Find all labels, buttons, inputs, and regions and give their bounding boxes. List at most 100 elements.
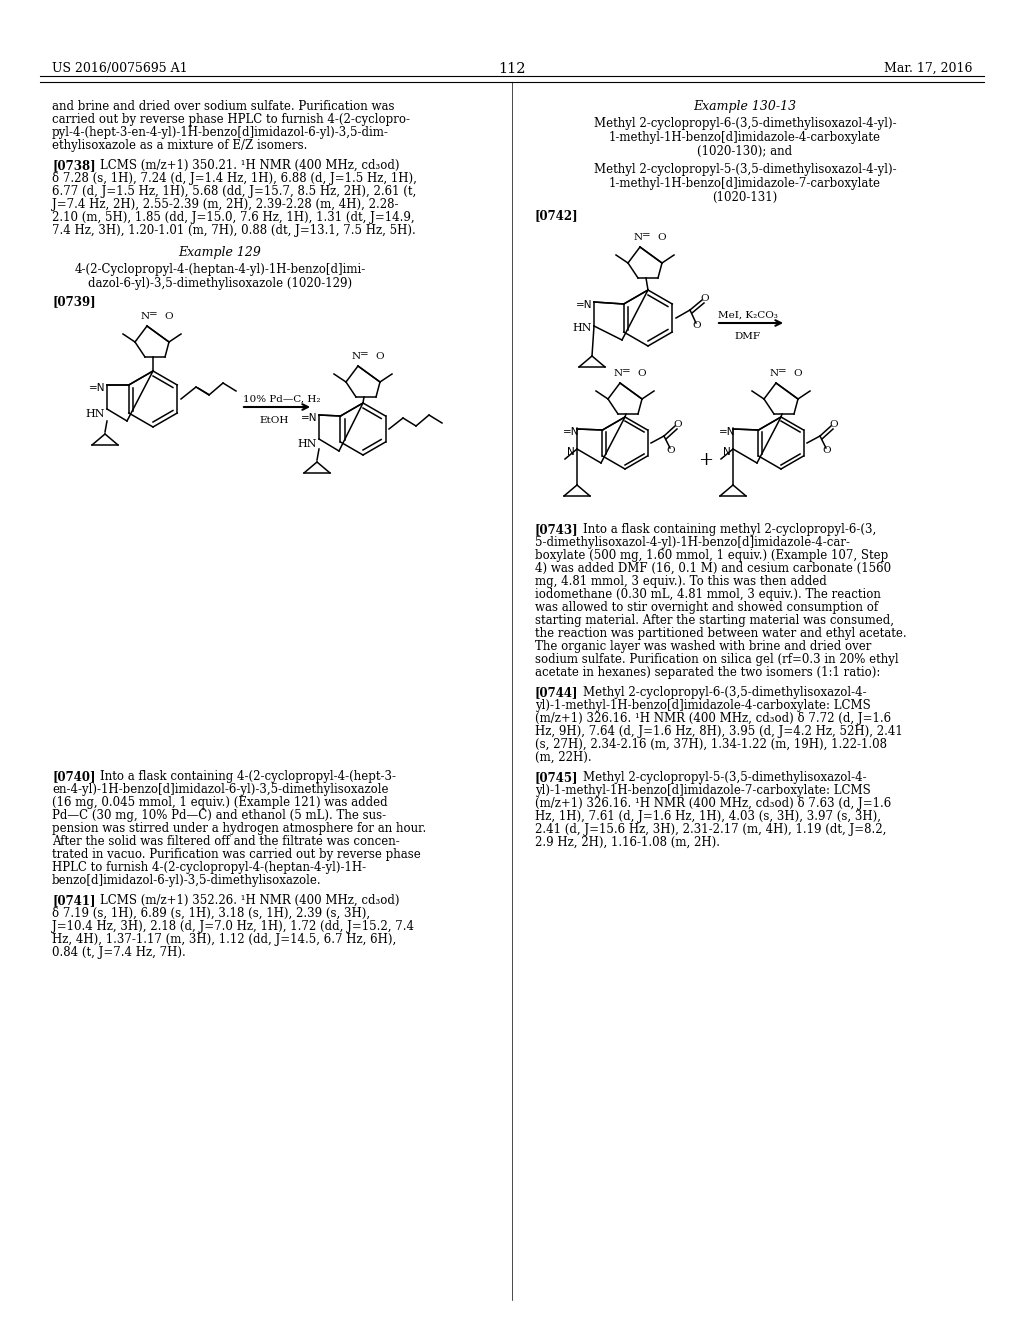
Text: O: O [673, 420, 682, 429]
Text: Methyl 2-cyclopropyl-6-(3,5-dimethylisoxazol-4-yl)-: Methyl 2-cyclopropyl-6-(3,5-dimethylisox… [594, 117, 896, 129]
Text: 7.4 Hz, 3H), 1.20-1.01 (m, 7H), 0.88 (dt, J=13.1, 7.5 Hz, 5H).: 7.4 Hz, 3H), 1.20-1.01 (m, 7H), 0.88 (dt… [52, 224, 416, 238]
Text: (16 mg, 0.045 mmol, 1 equiv.) (Example 121) was added: (16 mg, 0.045 mmol, 1 equiv.) (Example 1… [52, 796, 388, 809]
Text: Into a flask containing 4-(2-cyclopropyl-4-(hept-3-: Into a flask containing 4-(2-cyclopropyl… [100, 770, 396, 783]
Text: [0743]: [0743] [535, 523, 579, 536]
Text: [0740]: [0740] [52, 770, 95, 783]
Text: O: O [375, 352, 384, 360]
Text: [0744]: [0744] [535, 686, 579, 700]
Text: Pd—C (30 mg, 10% Pd—C) and ethanol (5 mL). The sus-: Pd—C (30 mg, 10% Pd—C) and ethanol (5 mL… [52, 809, 386, 822]
Text: O: O [829, 420, 838, 429]
Text: yl)-1-methyl-1H-benzo[d]imidazole-4-carboxylate: LCMS: yl)-1-methyl-1H-benzo[d]imidazole-4-carb… [535, 700, 870, 711]
Text: =: = [359, 350, 369, 359]
Text: starting material. After the starting material was consumed,: starting material. After the starting ma… [535, 614, 894, 627]
Text: Hz, 4H), 1.37-1.17 (m, 3H), 1.12 (dd, J=14.5, 6.7 Hz, 6H),: Hz, 4H), 1.37-1.17 (m, 3H), 1.12 (dd, J=… [52, 933, 396, 946]
Text: HN: HN [297, 440, 316, 449]
Text: N: N [141, 312, 151, 321]
Text: DMF: DMF [734, 333, 760, 341]
Text: 0.84 (t, J=7.4 Hz, 7H).: 0.84 (t, J=7.4 Hz, 7H). [52, 946, 185, 960]
Text: O: O [666, 446, 675, 455]
Text: N: N [634, 234, 643, 242]
Text: =: = [148, 310, 158, 319]
Text: carried out by reverse phase HPLC to furnish 4-(2-cyclopro-: carried out by reverse phase HPLC to fur… [52, 114, 410, 125]
Text: [0742]: [0742] [535, 209, 579, 222]
Text: (s, 27H), 2.34-2.16 (m, 37H), 1.34-1.22 (m, 19H), 1.22-1.08: (s, 27H), 2.34-2.16 (m, 37H), 1.34-1.22 … [535, 738, 887, 751]
Text: LCMS (m/z+1) 352.26. ¹H NMR (400 MHz, cd₃od): LCMS (m/z+1) 352.26. ¹H NMR (400 MHz, cd… [100, 894, 399, 907]
Text: =N: =N [575, 300, 593, 310]
Text: dazol-6-yl)-3,5-dimethylisoxazole (1020-129): dazol-6-yl)-3,5-dimethylisoxazole (1020-… [88, 277, 352, 290]
Text: (1020-130); and: (1020-130); and [697, 145, 793, 158]
Text: After the solid was filtered off and the filtrate was concen-: After the solid was filtered off and the… [52, 836, 399, 847]
Text: benzo[d]imidazol-6-yl)-3,5-dimethylisoxazole.: benzo[d]imidazol-6-yl)-3,5-dimethylisoxa… [52, 874, 322, 887]
Text: boxylate (500 mg, 1.60 mmol, 1 equiv.) (Example 107, Step: boxylate (500 mg, 1.60 mmol, 1 equiv.) (… [535, 549, 888, 562]
Text: 10% Pd—C, H₂: 10% Pd—C, H₂ [243, 395, 321, 404]
Text: 6.77 (d, J=1.5 Hz, 1H), 5.68 (dd, J=15.7, 8.5 Hz, 2H), 2.61 (t,: 6.77 (d, J=1.5 Hz, 1H), 5.68 (dd, J=15.7… [52, 185, 416, 198]
Text: N: N [723, 447, 731, 457]
Text: O: O [657, 234, 666, 242]
Text: +: + [698, 451, 714, 469]
Text: The organic layer was washed with brine and dried over: The organic layer was washed with brine … [535, 640, 871, 653]
Text: =: = [642, 231, 650, 240]
Text: HPLC to furnish 4-(2-cyclopropyl-4-(heptan-4-yl)-1H-: HPLC to furnish 4-(2-cyclopropyl-4-(hept… [52, 861, 367, 874]
Text: [0741]: [0741] [52, 894, 95, 907]
Text: 4) was added DMF (16, 0.1 M) and cesium carbonate (1560: 4) was added DMF (16, 0.1 M) and cesium … [535, 562, 891, 576]
Text: ethylisoxazole as a mixture of E/Z isomers.: ethylisoxazole as a mixture of E/Z isome… [52, 139, 307, 152]
Text: sodium sulfate. Purification on silica gel (rf=0.3 in 20% ethyl: sodium sulfate. Purification on silica g… [535, 653, 899, 667]
Text: yl)-1-methyl-1H-benzo[d]imidazole-7-carboxylate: LCMS: yl)-1-methyl-1H-benzo[d]imidazole-7-carb… [535, 784, 870, 797]
Text: 2.10 (m, 5H), 1.85 (dd, J=15.0, 7.6 Hz, 1H), 1.31 (dt, J=14.9,: 2.10 (m, 5H), 1.85 (dd, J=15.0, 7.6 Hz, … [52, 211, 415, 224]
Text: 112: 112 [499, 62, 525, 77]
Text: Methyl 2-cyclopropyl-5-(3,5-dimethylisoxazol-4-: Methyl 2-cyclopropyl-5-(3,5-dimethylisox… [583, 771, 866, 784]
Text: J=10.4 Hz, 3H), 2.18 (d, J=7.0 Hz, 1H), 1.72 (dd, J=15.2, 7.4: J=10.4 Hz, 3H), 2.18 (d, J=7.0 Hz, 1H), … [52, 920, 414, 933]
Text: N: N [567, 447, 574, 457]
Text: Example 129: Example 129 [178, 246, 261, 259]
Text: Hz, 9H), 7.64 (d, J=1.6 Hz, 8H), 3.95 (d, J=4.2 Hz, 52H), 2.41: Hz, 9H), 7.64 (d, J=1.6 Hz, 8H), 3.95 (d… [535, 725, 903, 738]
Text: 1-methyl-1H-benzo[d]imidazole-4-carboxylate: 1-methyl-1H-benzo[d]imidazole-4-carboxyl… [609, 131, 881, 144]
Text: HN: HN [85, 409, 104, 418]
Text: [0738]: [0738] [52, 158, 95, 172]
Text: (m/z+1) 326.16. ¹H NMR (400 MHz, cd₃od) δ 7.72 (d, J=1.6: (m/z+1) 326.16. ¹H NMR (400 MHz, cd₃od) … [535, 711, 891, 725]
Text: pension was stirred under a hydrogen atmosphere for an hour.: pension was stirred under a hydrogen atm… [52, 822, 426, 836]
Text: Mar. 17, 2016: Mar. 17, 2016 [884, 62, 972, 75]
Text: en-4-yl)-1H-benzo[d]imidazol-6-yl)-3,5-dimethylisoxazole: en-4-yl)-1H-benzo[d]imidazol-6-yl)-3,5-d… [52, 783, 388, 796]
Text: O: O [692, 321, 700, 330]
Text: Hz, 1H), 7.61 (d, J=1.6 Hz, 1H), 4.03 (s, 3H), 3.97 (s, 3H),: Hz, 1H), 7.61 (d, J=1.6 Hz, 1H), 4.03 (s… [535, 810, 881, 822]
Text: Into a flask containing methyl 2-cyclopropyl-6-(3,: Into a flask containing methyl 2-cyclopr… [583, 523, 877, 536]
Text: J=7.4 Hz, 2H), 2.55-2.39 (m, 2H), 2.39-2.28 (m, 4H), 2.28-: J=7.4 Hz, 2H), 2.55-2.39 (m, 2H), 2.39-2… [52, 198, 398, 211]
Text: O: O [637, 370, 645, 378]
Text: mg, 4.81 mmol, 3 equiv.). To this was then added: mg, 4.81 mmol, 3 equiv.). To this was th… [535, 576, 826, 587]
Text: =N: =N [301, 413, 317, 422]
Text: (m/z+1) 326.16. ¹H NMR (400 MHz, cd₃od) δ 7.63 (d, J=1.6: (m/z+1) 326.16. ¹H NMR (400 MHz, cd₃od) … [535, 797, 891, 810]
Text: EtOH: EtOH [259, 416, 289, 425]
Text: 2.9 Hz, 2H), 1.16-1.08 (m, 2H).: 2.9 Hz, 2H), 1.16-1.08 (m, 2H). [535, 836, 720, 849]
Text: O: O [164, 312, 173, 321]
Text: 4-(2-Cyclopropyl-4-(heptan-4-yl)-1H-benzo[d]imi-: 4-(2-Cyclopropyl-4-(heptan-4-yl)-1H-benz… [75, 263, 366, 276]
Text: LCMS (m/z+1) 350.21. ¹H NMR (400 MHz, cd₃od): LCMS (m/z+1) 350.21. ¹H NMR (400 MHz, cd… [100, 158, 399, 172]
Text: the reaction was partitioned between water and ethyl acetate.: the reaction was partitioned between wat… [535, 627, 906, 640]
Text: [0745]: [0745] [535, 771, 579, 784]
Text: (m, 22H).: (m, 22H). [535, 751, 592, 764]
Text: HN: HN [572, 323, 592, 333]
Text: and brine and dried over sodium sulfate. Purification was: and brine and dried over sodium sulfate.… [52, 100, 394, 114]
Text: O: O [822, 446, 830, 455]
Text: trated in vacuo. Purification was carried out by reverse phase: trated in vacuo. Purification was carrie… [52, 847, 421, 861]
Text: δ 7.19 (s, 1H), 6.89 (s, 1H), 3.18 (s, 1H), 2.39 (s, 3H),: δ 7.19 (s, 1H), 6.89 (s, 1H), 3.18 (s, 1… [52, 907, 370, 920]
Text: N: N [770, 370, 779, 378]
Text: iodomethane (0.30 mL, 4.81 mmol, 3 equiv.). The reaction: iodomethane (0.30 mL, 4.81 mmol, 3 equiv… [535, 587, 881, 601]
Text: acetate in hexanes) separated the two isomers (1:1 ratio):: acetate in hexanes) separated the two is… [535, 667, 881, 678]
Text: N: N [352, 352, 361, 360]
Text: 2.41 (d, J=15.6 Hz, 3H), 2.31-2.17 (m, 4H), 1.19 (dt, J=8.2,: 2.41 (d, J=15.6 Hz, 3H), 2.31-2.17 (m, 4… [535, 822, 887, 836]
Text: =N: =N [89, 383, 105, 393]
Text: =N: =N [563, 426, 580, 437]
Text: 1-methyl-1H-benzo[d]imidazole-7-carboxylate: 1-methyl-1H-benzo[d]imidazole-7-carboxyl… [609, 177, 881, 190]
Text: δ 7.28 (s, 1H), 7.24 (d, J=1.4 Hz, 1H), 6.88 (d, J=1.5 Hz, 1H),: δ 7.28 (s, 1H), 7.24 (d, J=1.4 Hz, 1H), … [52, 172, 417, 185]
Text: O: O [700, 294, 709, 304]
Text: (1020-131): (1020-131) [713, 191, 777, 205]
Text: Example 130-13: Example 130-13 [693, 100, 797, 114]
Text: pyl-4-(hept-3-en-4-yl)-1H-benzo[d]imidazol-6-yl)-3,5-dim-: pyl-4-(hept-3-en-4-yl)-1H-benzo[d]imidaz… [52, 125, 389, 139]
Text: MeI, K₂CO₃: MeI, K₂CO₃ [718, 312, 778, 319]
Text: Methyl 2-cyclopropyl-6-(3,5-dimethylisoxazol-4-: Methyl 2-cyclopropyl-6-(3,5-dimethylisox… [583, 686, 866, 700]
Text: =: = [622, 367, 631, 376]
Text: Methyl 2-cyclopropyl-5-(3,5-dimethylisoxazol-4-yl)-: Methyl 2-cyclopropyl-5-(3,5-dimethylisox… [594, 162, 896, 176]
Text: N: N [614, 370, 624, 378]
Text: =N: =N [719, 426, 735, 437]
Text: was allowed to stir overnight and showed consumption of: was allowed to stir overnight and showed… [535, 601, 879, 614]
